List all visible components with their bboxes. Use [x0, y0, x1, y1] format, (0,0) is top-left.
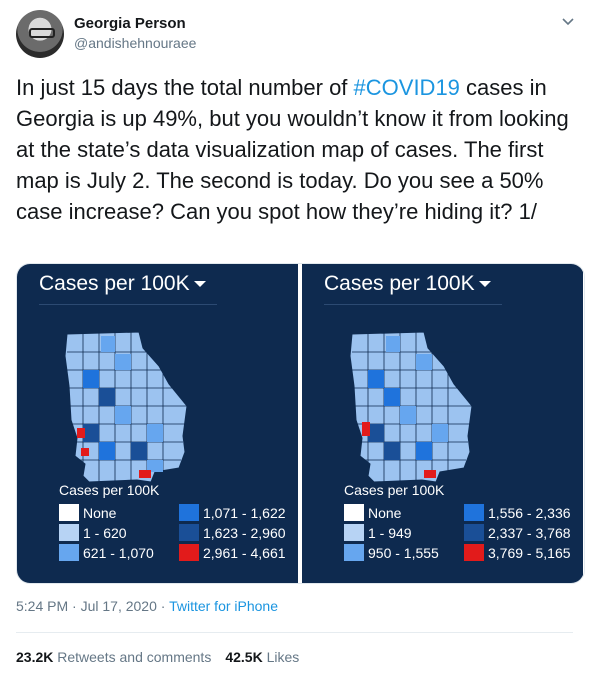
legend-swatch — [344, 544, 364, 561]
legend-label: 950 - 1,555 — [368, 545, 439, 561]
display-name[interactable]: Georgia Person — [74, 15, 186, 32]
legend-item: 1 - 949 — [344, 524, 412, 541]
legend-title: Cases per 100K — [59, 482, 160, 498]
retweets-label: Retweets and comments — [57, 649, 212, 665]
map-panel-july-2[interactable]: Cases per 100K Cases per 100K None 1 - 6… — [17, 264, 298, 583]
tweet-text: In just 15 days the total number of #COV… — [16, 72, 576, 227]
legend-swatch — [179, 544, 199, 561]
legend-label: 1 - 620 — [83, 525, 127, 541]
legend-label: 2,337 - 3,768 — [488, 525, 571, 541]
map-title-text: Cases per 100K — [324, 272, 475, 295]
legend-item: None — [344, 504, 401, 521]
legend-label: 1 - 949 — [368, 525, 412, 541]
legend-item: 2,961 - 4,661 — [179, 544, 286, 561]
legend-swatch — [179, 524, 199, 541]
legend-swatch — [464, 544, 484, 561]
divider — [16, 632, 573, 633]
avatar[interactable] — [16, 10, 64, 58]
legend-label: None — [83, 505, 117, 521]
legend-item: 1 - 620 — [59, 524, 127, 541]
legend-item: 1,071 - 1,622 — [179, 504, 286, 521]
map-title: Cases per 100K — [324, 272, 491, 296]
retweets-stat[interactable]: 23.2K Retweets and comments — [16, 649, 211, 665]
legend-item: 1,556 - 2,336 — [464, 504, 571, 521]
legend-label: 1,623 - 2,960 — [203, 525, 286, 541]
legend-label: 621 - 1,070 — [83, 545, 154, 561]
legend-item: 621 - 1,070 — [59, 544, 154, 561]
legend-swatch — [59, 524, 79, 541]
likes-count: 42.5K — [225, 649, 263, 665]
legend-swatch — [344, 524, 364, 541]
divider — [39, 304, 217, 305]
legend-label: 3,769 - 5,165 — [488, 545, 571, 561]
legend-swatch — [344, 504, 364, 521]
legend-title: Cases per 100K — [344, 482, 445, 498]
map-panel-today[interactable]: Cases per 100K Cases per 100K None 1 - 9… — [302, 264, 583, 583]
legend-item: 1,623 - 2,960 — [179, 524, 286, 541]
caret-down-icon — [478, 281, 491, 288]
legend-item: 3,769 - 5,165 — [464, 544, 571, 561]
map-title-text: Cases per 100K — [39, 272, 190, 295]
timestamp[interactable]: 5:24 PM · Jul 17, 2020 · — [16, 598, 170, 614]
legend-label: 1,556 - 2,336 — [488, 505, 571, 521]
map-title: Cases per 100K — [39, 272, 206, 296]
georgia-county-map — [349, 331, 473, 483]
legend-label: 2,961 - 4,661 — [203, 545, 286, 561]
georgia-county-map — [64, 331, 188, 483]
tweet-meta: 5:24 PM · Jul 17, 2020 · Twitter for iPh… — [16, 598, 278, 614]
retweets-count: 23.2K — [16, 649, 54, 665]
legend-item: 2,337 - 3,768 — [464, 524, 571, 541]
legend-swatch — [59, 504, 79, 521]
legend-swatch — [179, 504, 199, 521]
tweet-media[interactable]: Cases per 100K Cases per 100K None 1 - 6… — [16, 263, 585, 584]
tweet-stats: 23.2K Retweets and comments 42.5K Likes — [16, 649, 299, 665]
likes-label: Likes — [266, 649, 300, 665]
legend-item: 950 - 1,555 — [344, 544, 439, 561]
legend-label: 1,071 - 1,622 — [203, 505, 286, 521]
source-link[interactable]: Twitter for iPhone — [169, 598, 278, 614]
legend-swatch — [464, 504, 484, 521]
tweet-text-end: cases in Georgia is up 49%, but you woul… — [16, 75, 569, 224]
divider — [324, 304, 502, 305]
chevron-down-icon[interactable] — [560, 14, 576, 30]
caret-down-icon — [193, 281, 206, 288]
user-handle[interactable]: @andishehnouraee — [74, 35, 197, 51]
hashtag-link[interactable]: #COVID19 — [353, 75, 460, 100]
tweet-header: Georgia Person @andishehnouraee — [16, 8, 576, 60]
likes-stat[interactable]: 42.5K Likes — [225, 649, 299, 665]
legend-swatch — [59, 544, 79, 561]
legend-swatch — [464, 524, 484, 541]
legend-item: None — [59, 504, 116, 521]
tweet-text-start: In just 15 days the total number of — [16, 75, 354, 100]
legend-label: None — [368, 505, 402, 521]
